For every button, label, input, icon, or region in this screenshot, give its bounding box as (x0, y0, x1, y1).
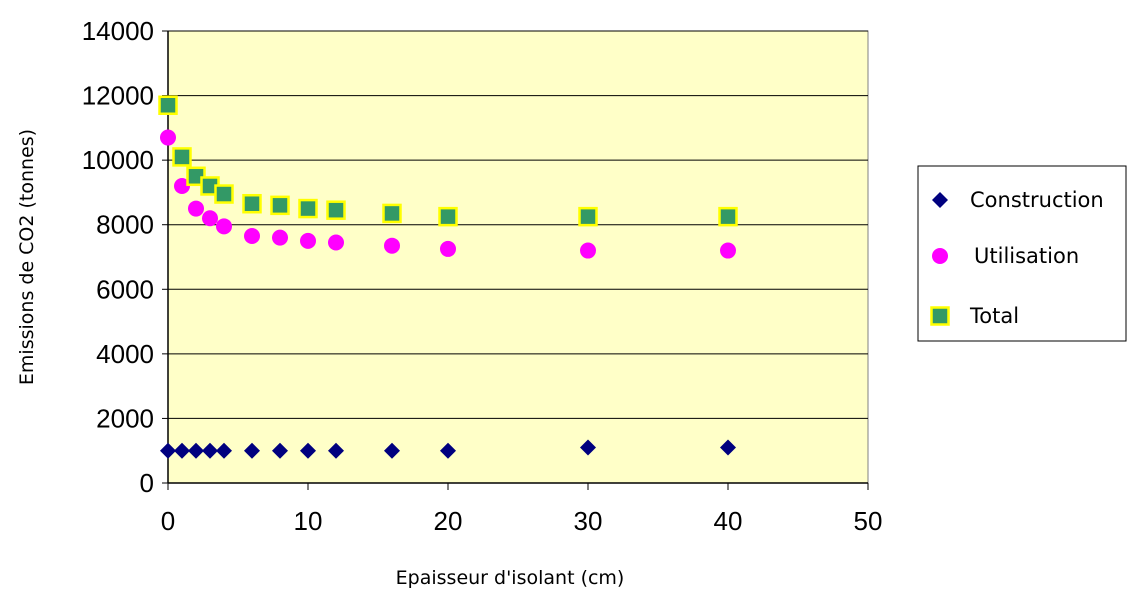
x-tick-label-10: 10 (294, 506, 323, 536)
y-tick-label-14000: 14000 (82, 16, 154, 46)
point-construction-4 (216, 442, 232, 459)
x-tick-label-40: 40 (714, 506, 743, 536)
point-utilisation-1 (174, 177, 190, 194)
x-tick-label-30: 30 (574, 506, 603, 536)
legend: Construction Utilisation Total (917, 165, 1127, 342)
point-utilisation-10 (300, 232, 316, 249)
grid-lines (168, 30, 868, 419)
point-total-10 (298, 198, 318, 219)
point-total-0 (158, 95, 178, 116)
point-utilisation-4 (216, 218, 232, 235)
point-total-8 (270, 195, 290, 216)
point-construction-20 (440, 442, 456, 459)
point-utilisation-3 (202, 210, 218, 227)
point-construction-2 (188, 442, 204, 459)
x-tick-label-20: 20 (434, 506, 463, 536)
legend-box (917, 165, 1127, 342)
point-total-6 (242, 193, 262, 214)
point-utilisation-2 (188, 200, 204, 217)
y-tick-label-10000: 10000 (82, 145, 154, 175)
point-utilisation-30 (580, 242, 596, 259)
data-points (158, 95, 738, 459)
x-tick-label-50: 50 (854, 506, 883, 536)
y-tick-label-0: 0 (140, 468, 154, 498)
point-construction-40 (720, 439, 736, 456)
y-axis-title: Emissions de CO2 (tonnes) (16, 129, 38, 385)
legend-marker-total (930, 306, 950, 326)
point-construction-6 (244, 442, 260, 459)
plot-area (167, 30, 869, 484)
point-construction-3 (202, 442, 218, 459)
legend-label-construction: Construction (970, 188, 1104, 212)
legend-marker-utilisation (932, 248, 948, 264)
point-total-30 (578, 206, 598, 227)
x-tick-labels: 0 10 20 30 40 50 (161, 506, 883, 536)
point-utilisation-16 (384, 237, 400, 254)
point-construction-12 (328, 442, 344, 459)
point-total-16 (382, 203, 402, 224)
point-construction-10 (300, 442, 316, 459)
point-total-1 (172, 147, 192, 167)
x-tick-label-0: 0 (161, 506, 175, 536)
y-tick-label-6000: 6000 (96, 274, 154, 304)
legend-marker-construction (932, 192, 948, 208)
point-utilisation-20 (440, 240, 456, 257)
legend-label-utilisation: Utilisation (974, 244, 1079, 268)
point-construction-1 (174, 442, 190, 459)
y-tick-labels: 0 2000 4000 6000 8000 10000 12000 14000 (82, 16, 154, 498)
x-axis-title: Epaisseur d'isolant (cm) (396, 567, 625, 589)
point-construction-16 (384, 442, 400, 459)
point-utilisation-0 (160, 129, 176, 146)
y-tick-label-12000: 12000 (82, 81, 154, 111)
point-construction-30 (580, 439, 596, 456)
point-total-40 (718, 206, 738, 227)
point-utilisation-6 (244, 228, 260, 245)
point-total-20 (438, 206, 458, 227)
y-tick-label-8000: 8000 (96, 210, 154, 240)
legend-label-total: Total (969, 304, 1019, 328)
y-tick-label-2000: 2000 (96, 403, 154, 433)
point-utilisation-8 (272, 229, 288, 246)
point-construction-0 (160, 442, 176, 459)
y-tick-label-4000: 4000 (96, 339, 154, 369)
point-total-4 (214, 184, 234, 204)
point-total-12 (326, 200, 346, 220)
point-utilisation-12 (328, 234, 344, 251)
point-utilisation-40 (720, 242, 736, 259)
point-construction-8 (272, 442, 288, 459)
legend-items: Construction Utilisation Total (930, 188, 1104, 328)
